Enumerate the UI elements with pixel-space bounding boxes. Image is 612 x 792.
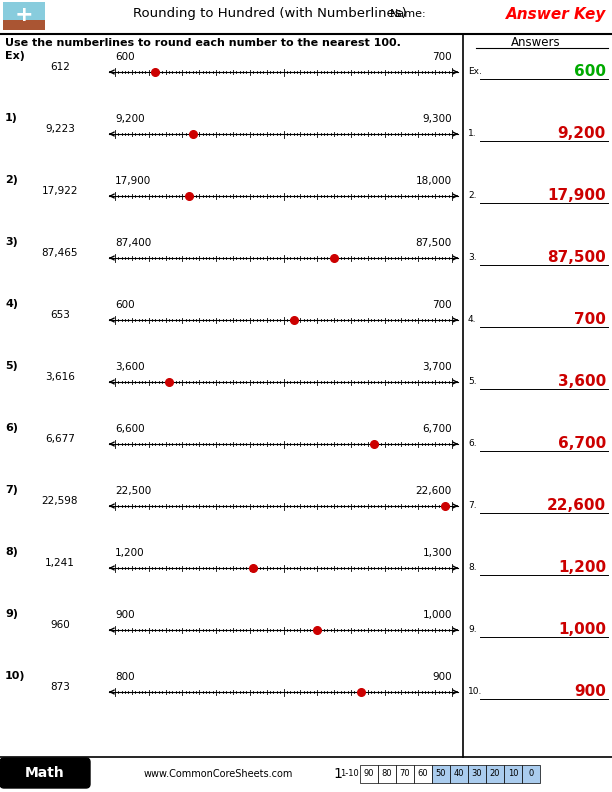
Text: www.CommonCoreSheets.com: www.CommonCoreSheets.com [143, 769, 293, 779]
Text: 6.: 6. [468, 440, 477, 448]
Text: 5): 5) [5, 361, 18, 371]
Text: 653: 653 [50, 310, 70, 320]
Text: +: + [15, 5, 33, 25]
Text: 700: 700 [574, 313, 606, 328]
Bar [396, 765, 414, 783]
Bar [450, 765, 468, 783]
Text: 90: 90 [364, 770, 375, 779]
Text: 3,700: 3,700 [422, 362, 452, 372]
Bar [3, 2, 45, 30]
Text: 800: 800 [115, 672, 135, 682]
Text: Answer Key: Answer Key [506, 6, 606, 21]
Text: 17,900: 17,900 [115, 176, 151, 186]
Text: 17,900: 17,900 [547, 188, 606, 204]
Bar [432, 765, 450, 783]
Text: Math: Math [25, 766, 65, 780]
Text: 900: 900 [574, 684, 606, 699]
Text: 600: 600 [115, 52, 135, 62]
Bar [360, 765, 378, 783]
Text: 70: 70 [400, 770, 410, 779]
Text: 87,465: 87,465 [42, 248, 78, 258]
Text: 6): 6) [5, 423, 18, 433]
Text: Answers: Answers [511, 36, 561, 49]
Text: 873: 873 [50, 682, 70, 692]
Text: Use the numberlines to round each number to the nearest 100.: Use the numberlines to round each number… [5, 38, 401, 48]
Text: 22,600: 22,600 [416, 486, 452, 496]
Text: 600: 600 [115, 300, 135, 310]
Text: 18,000: 18,000 [416, 176, 452, 186]
Bar [486, 765, 504, 783]
Text: 87,400: 87,400 [115, 238, 151, 248]
Text: 10: 10 [508, 770, 518, 779]
Text: 30: 30 [472, 770, 482, 779]
Text: 8.: 8. [468, 563, 477, 573]
Text: 17,922: 17,922 [42, 186, 78, 196]
Text: 60: 60 [417, 770, 428, 779]
Text: 9,223: 9,223 [45, 124, 75, 134]
Bar [504, 765, 522, 783]
Text: 6,700: 6,700 [558, 436, 606, 451]
Text: 1,000: 1,000 [558, 623, 606, 638]
Text: 22,598: 22,598 [42, 496, 78, 506]
Text: 1,200: 1,200 [558, 561, 606, 576]
Text: 9,200: 9,200 [115, 114, 144, 124]
Bar [414, 765, 432, 783]
Text: 10): 10) [5, 671, 26, 681]
Text: 960: 960 [50, 620, 70, 630]
Text: 40: 40 [453, 770, 465, 779]
Text: 2): 2) [5, 175, 18, 185]
Text: 20: 20 [490, 770, 500, 779]
Text: 9): 9) [5, 609, 18, 619]
Text: Name:: Name: [390, 9, 427, 19]
Text: 6,677: 6,677 [45, 434, 75, 444]
Text: 600: 600 [574, 64, 606, 79]
Text: 22,500: 22,500 [115, 486, 151, 496]
Text: 1-10: 1-10 [340, 770, 359, 779]
Text: 1: 1 [334, 767, 343, 781]
Text: 7): 7) [5, 485, 18, 495]
Text: 50: 50 [436, 770, 446, 779]
Text: 700: 700 [432, 52, 452, 62]
Text: 1,200: 1,200 [115, 548, 144, 558]
Text: 8): 8) [5, 547, 18, 557]
Text: 87,500: 87,500 [547, 250, 606, 265]
Text: Rounding to Hundred (with Numberlines): Rounding to Hundred (with Numberlines) [133, 7, 407, 21]
Bar [522, 765, 540, 783]
Text: 2.: 2. [468, 192, 477, 200]
Text: 80: 80 [382, 770, 392, 779]
Bar [468, 765, 486, 783]
FancyBboxPatch shape [0, 758, 90, 788]
Text: 900: 900 [432, 672, 452, 682]
Text: Ex.: Ex. [468, 67, 482, 77]
Text: 3,600: 3,600 [558, 375, 606, 390]
Text: 1,241: 1,241 [45, 558, 75, 568]
Text: 1.: 1. [468, 130, 477, 139]
Text: 87,500: 87,500 [416, 238, 452, 248]
Text: 4): 4) [5, 299, 18, 309]
Text: 3,616: 3,616 [45, 372, 75, 382]
Text: 9.: 9. [468, 626, 477, 634]
Text: 6,700: 6,700 [422, 424, 452, 434]
Text: 900: 900 [115, 610, 135, 620]
Text: Ex): Ex) [5, 51, 25, 61]
Text: 1,300: 1,300 [422, 548, 452, 558]
Text: 1,000: 1,000 [422, 610, 452, 620]
Text: 4.: 4. [468, 315, 477, 325]
Text: 3.: 3. [468, 253, 477, 262]
Bar [378, 765, 396, 783]
Text: 3,600: 3,600 [115, 362, 144, 372]
Text: 22,600: 22,600 [547, 498, 606, 513]
Text: 10.: 10. [468, 687, 482, 696]
Text: 5.: 5. [468, 378, 477, 386]
Text: 7.: 7. [468, 501, 477, 511]
Text: 9,300: 9,300 [422, 114, 452, 124]
Text: 3): 3) [5, 237, 18, 247]
Text: 1): 1) [5, 113, 18, 123]
Text: 700: 700 [432, 300, 452, 310]
Text: 6,600: 6,600 [115, 424, 144, 434]
Bar [3, 20, 45, 30]
Text: 9,200: 9,200 [558, 127, 606, 142]
Text: 612: 612 [50, 62, 70, 72]
Text: 0: 0 [528, 770, 534, 779]
